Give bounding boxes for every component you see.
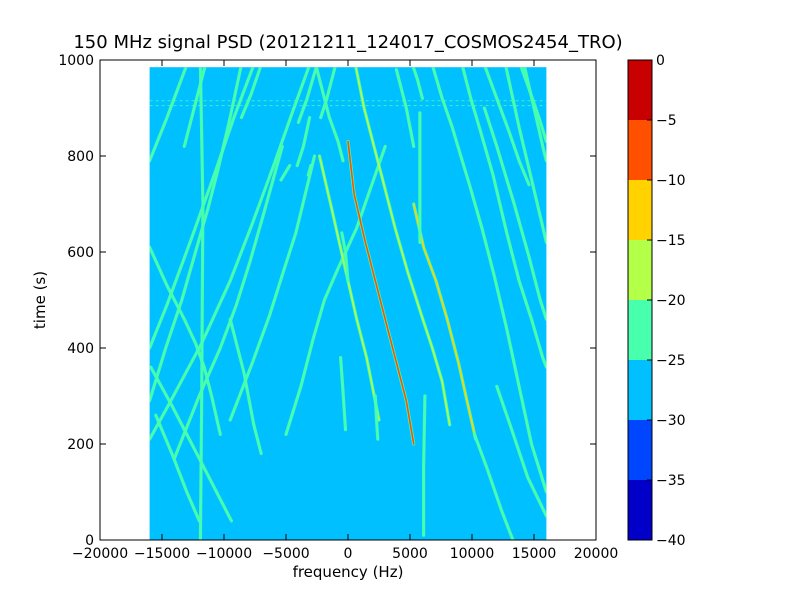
signal-trace	[461, 67, 547, 368]
y-tick-label: 800	[67, 149, 94, 165]
x-axis-label: frequency (Hz)	[293, 563, 404, 581]
colorbar-band	[628, 300, 652, 360]
x-tick-label: −10000	[196, 546, 252, 562]
colorbar-tick-label: −35	[656, 473, 686, 489]
y-tick-label: 400	[67, 341, 94, 357]
x-tick-label: 15000	[512, 546, 557, 562]
x-axis-ticks: −20000 −15000 −10000 −5000 0 5000 10000 15000 20…	[72, 60, 618, 562]
trace-group	[149, 67, 547, 540]
y-axis-label: time (s)	[31, 271, 49, 329]
signal-trace	[319, 67, 336, 119]
signal-trace	[341, 232, 349, 282]
signal-trace	[432, 67, 547, 493]
signal-trace	[297, 67, 318, 124]
signal-trace	[155, 414, 200, 522]
chart-title: 150 MHz signal PSD (20121211_124017_COSM…	[73, 32, 622, 53]
signal-trace	[229, 318, 262, 455]
signal-trace	[412, 203, 477, 440]
signal-trace	[173, 145, 284, 460]
x-tick-label: 5000	[392, 546, 428, 562]
x-tick-label: −20000	[72, 546, 128, 562]
x-tick-label: −15000	[134, 546, 190, 562]
y-tick-label: 200	[67, 437, 94, 453]
signal-trace	[412, 67, 424, 100]
signal-trace	[150, 366, 233, 522]
signal-trace	[339, 356, 347, 431]
signal-trace	[307, 164, 312, 176]
signal-trace	[523, 67, 547, 162]
signal-trace	[422, 395, 426, 536]
colorbar: 0 −5 −10 −15 −20 −25 −30 −35 −40	[627, 53, 686, 549]
colorbar-band	[628, 480, 652, 540]
signal-trace	[285, 145, 386, 436]
signal-trace	[355, 67, 451, 426]
y-axis-ticks: 0 200 400 600 800 1000	[58, 53, 596, 549]
signal-trace	[240, 67, 262, 119]
signal-trace	[199, 67, 204, 540]
colorbar-tick-label: −25	[656, 353, 686, 369]
signal-trace	[483, 107, 547, 320]
colorbar-band	[628, 120, 652, 180]
colorbar-tick-label: −30	[656, 413, 686, 429]
signal-trace	[484, 67, 530, 186]
y-tick-label: 0	[85, 533, 94, 549]
x-tick-label: 20000	[574, 546, 619, 562]
x-tick-label: 10000	[450, 546, 495, 562]
heatmap	[149, 67, 547, 540]
signal-trace	[149, 246, 222, 436]
colorbar-tick-label: −40	[656, 533, 686, 549]
signal-trace	[374, 395, 379, 440]
signal-trace	[315, 67, 344, 162]
y-tick-label: 1000	[58, 53, 94, 69]
signal-trace	[505, 67, 547, 244]
signal-trace	[296, 116, 311, 167]
colorbar-tick-label: −15	[656, 233, 686, 249]
y-tick-label: 600	[67, 245, 94, 261]
colorbar-tick-label: 0	[656, 53, 665, 69]
signal-trace	[473, 433, 514, 540]
colorbar-tick-label: −10	[656, 173, 686, 189]
signal-trace	[229, 155, 316, 421]
colorbar-tick-label: −20	[656, 293, 686, 309]
signal-trace	[149, 67, 310, 440]
colorbar-band	[628, 60, 652, 120]
signal-trace	[280, 164, 291, 181]
plot-area	[99, 59, 597, 541]
colorbar-band	[628, 240, 652, 300]
signal-trace	[395, 68, 415, 148]
signal-trace	[149, 67, 187, 162]
x-tick-label: −5000	[262, 546, 309, 562]
signal-trace	[496, 385, 547, 517]
x-tick-label: 0	[344, 546, 353, 562]
colorbar-band	[628, 360, 652, 420]
signal-trace	[347, 140, 415, 445]
colorbar-band	[628, 180, 652, 240]
colorbar-tick-label: −5	[656, 113, 677, 129]
colorbar-band	[628, 420, 652, 480]
